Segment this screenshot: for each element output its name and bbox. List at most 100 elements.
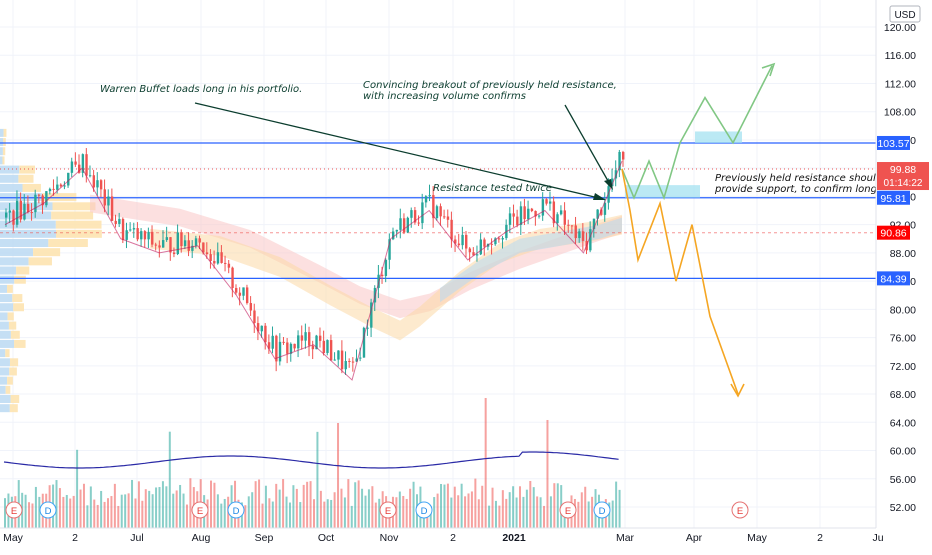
annotation-breakout-1: Convincing breakout of previously held r… xyxy=(363,80,617,91)
volume-bar xyxy=(247,496,250,528)
volume-bar xyxy=(477,499,480,528)
volume-bar xyxy=(357,480,360,528)
volume-bar xyxy=(278,489,281,528)
candle-body xyxy=(494,238,497,245)
volume-bar xyxy=(440,483,443,528)
volume-bar xyxy=(69,498,72,528)
time-tick-label: 2 xyxy=(817,532,823,544)
volume-bar xyxy=(491,487,494,528)
volume-bar xyxy=(175,490,178,528)
candle-body xyxy=(289,343,293,354)
candle-body xyxy=(563,210,566,225)
dividend-event-icon[interactable] xyxy=(593,501,611,519)
candle-body xyxy=(125,230,128,240)
price-tick-label: 72.00 xyxy=(890,361,916,373)
currency-badge[interactable] xyxy=(889,5,921,23)
volume-bar xyxy=(110,496,113,528)
earnings-event-icon[interactable] xyxy=(559,501,577,519)
volume-bar xyxy=(134,498,137,528)
candle-body xyxy=(457,243,461,246)
time-tick-label: Nov xyxy=(380,532,399,544)
bear-projection-path xyxy=(621,168,739,395)
volume-bar xyxy=(295,488,298,528)
event-label: E xyxy=(197,506,203,517)
volume-bar xyxy=(409,488,412,528)
candle-body xyxy=(158,245,161,248)
volume-profile-up xyxy=(0,266,17,275)
dividend-event-icon[interactable] xyxy=(227,501,245,519)
volume-profile-down xyxy=(7,312,14,321)
volume-bar xyxy=(529,480,532,528)
volume-bar xyxy=(615,481,618,528)
volume-profile-up xyxy=(0,275,15,284)
volume-bar xyxy=(433,497,436,528)
earnings-event-icon[interactable] xyxy=(191,501,209,519)
candle-body xyxy=(172,252,176,255)
earnings-event-icon[interactable] xyxy=(379,501,397,519)
volume-profile-up xyxy=(0,128,4,137)
candle-body xyxy=(362,327,366,358)
price-tick-label: 60.00 xyxy=(890,446,916,458)
candle-body xyxy=(421,202,424,224)
candle-body xyxy=(479,239,483,255)
candle-body xyxy=(5,212,8,218)
volume-bar xyxy=(24,494,27,528)
candle-body xyxy=(249,303,253,311)
volume-bar xyxy=(326,499,329,528)
volume-bar xyxy=(213,482,216,528)
price-tick-label: 120.00 xyxy=(884,22,916,34)
event-label: E xyxy=(737,506,743,517)
candle-body xyxy=(512,213,515,217)
candle-body xyxy=(490,243,493,245)
volume-bar xyxy=(515,497,518,528)
earnings-event-icon[interactable] xyxy=(5,501,23,519)
volume-bar xyxy=(155,487,158,528)
candle-body xyxy=(286,342,289,354)
volume-profile-down xyxy=(7,376,13,385)
volume-bar xyxy=(264,485,267,528)
volume-profile-up xyxy=(0,239,49,247)
volume-bar xyxy=(55,480,58,528)
volume-bar xyxy=(553,483,556,528)
candle-body xyxy=(308,332,311,346)
volume-bar xyxy=(474,478,477,528)
volume-bar xyxy=(254,481,257,528)
dividend-event-icon[interactable] xyxy=(39,501,57,519)
volume-profile-down xyxy=(19,165,36,174)
volume-profile-up xyxy=(0,156,3,165)
tag-countdown: 01:14:22 xyxy=(884,178,923,189)
candle-body xyxy=(538,215,541,217)
volume-profile-down xyxy=(28,257,52,266)
candle-body xyxy=(26,203,30,213)
volume-bar xyxy=(464,496,467,528)
volume-bar xyxy=(4,498,6,528)
candle-body xyxy=(8,210,12,213)
volume-bar xyxy=(457,495,460,528)
candle-body xyxy=(136,228,139,240)
volume-bar xyxy=(340,488,343,528)
candle-body xyxy=(548,201,552,204)
volume-bar xyxy=(374,502,377,528)
bull-projection-path xyxy=(621,65,773,201)
volume-profile-down xyxy=(48,239,88,247)
dividend-event-icon[interactable] xyxy=(415,501,433,519)
volume-bar xyxy=(158,487,161,528)
candle-body xyxy=(344,360,347,370)
candle-body xyxy=(297,335,300,349)
volume-bar xyxy=(484,398,487,528)
candle-body xyxy=(304,332,307,341)
earnings-event-icon[interactable] xyxy=(731,501,749,519)
volume-bar xyxy=(244,505,247,528)
volume-profile-down xyxy=(9,367,17,376)
volume-bar xyxy=(313,499,315,528)
candle-body xyxy=(121,218,125,240)
time-tick-label: Aug xyxy=(192,532,211,544)
candle-body xyxy=(235,287,238,293)
volume-profile-down xyxy=(9,358,19,367)
volume-bar xyxy=(31,503,34,528)
candle-body xyxy=(399,218,402,230)
bear-arrowhead xyxy=(730,383,745,398)
candle-body xyxy=(74,161,77,165)
